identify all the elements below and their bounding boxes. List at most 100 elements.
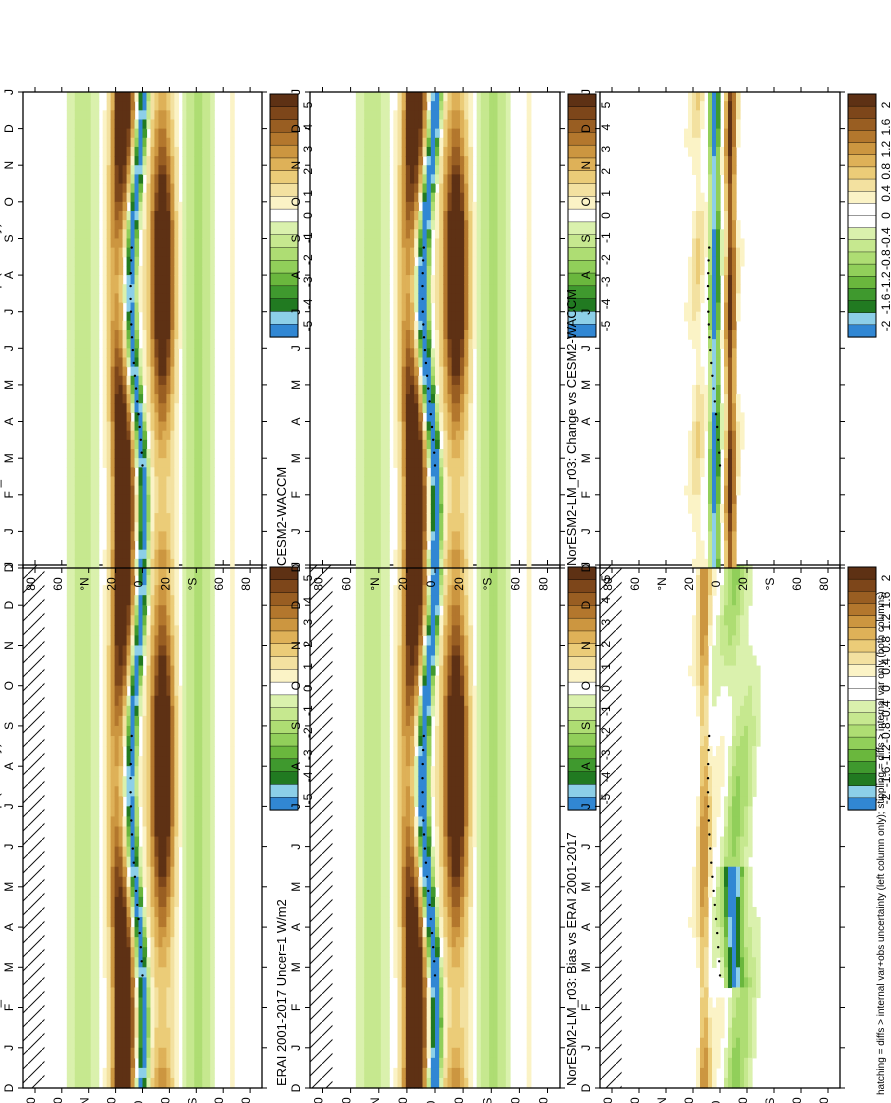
heatmap-cell <box>134 522 140 532</box>
heatmap-cell <box>114 1047 120 1059</box>
heatmap-cell <box>130 128 136 139</box>
heatmap-cell <box>166 265 171 276</box>
heatmap-cell <box>70 967 76 978</box>
heatmap-cell <box>202 585 207 596</box>
heatmap-cell <box>422 605 428 616</box>
heatmap-cell <box>202 458 207 468</box>
heatmap-cell <box>110 146 116 157</box>
heatmap-cell <box>90 110 96 121</box>
heatmap-cell <box>70 165 76 175</box>
heatmap-cell <box>435 1057 440 1069</box>
heatmap-cell <box>118 725 124 737</box>
heatmap-cell <box>158 110 164 121</box>
heatmap-cell <box>110 625 116 637</box>
heatmap-cell <box>122 284 128 294</box>
heatmap-cell <box>166 211 171 221</box>
heatmap-cell <box>422 735 428 747</box>
heatmap-cell <box>74 846 80 858</box>
heatmap-cell <box>66 439 72 450</box>
heatmap-cell <box>86 655 92 667</box>
heatmap-cell <box>66 119 72 130</box>
heatmap-cell <box>162 826 167 838</box>
heatmap-cell <box>194 645 199 657</box>
heatmap-cell <box>178 826 183 838</box>
heatmap-cell <box>422 585 428 596</box>
heatmap-cell <box>182 238 187 249</box>
heatmap-cell <box>182 265 187 276</box>
heatmap-cell <box>422 1037 428 1049</box>
heatmap-cell <box>186 705 191 717</box>
heatmap-cell <box>150 348 156 359</box>
heatmap-cell <box>397 766 403 777</box>
heatmap-cell <box>138 776 144 787</box>
heatmap-cell <box>376 987 382 999</box>
heatmap-cell <box>78 846 84 858</box>
heatmap-cell <box>106 403 112 413</box>
heatmap-cell <box>166 896 171 908</box>
heatmap-cell <box>430 917 436 928</box>
heatmap-cell <box>114 886 120 898</box>
heatmap-cell <box>150 513 156 523</box>
heatmap-cell <box>410 635 415 647</box>
heatmap-cell <box>94 806 100 818</box>
heatmap-cell <box>210 247 215 258</box>
heatmap-cell <box>186 917 191 928</box>
heatmap-cell <box>426 705 432 717</box>
heatmap-cell <box>126 876 132 888</box>
heatmap-cell <box>162 256 167 267</box>
heatmap-cell <box>70 174 76 185</box>
heatmap-cell <box>146 403 152 413</box>
heatmap-cell <box>202 430 207 441</box>
heatmap-cell <box>154 421 160 432</box>
heatmap-cell <box>364 766 369 777</box>
heatmap-cell <box>198 927 203 938</box>
heatmap-cell <box>368 585 374 596</box>
heatmap-cell <box>368 876 374 888</box>
heatmap-cell <box>186 886 191 898</box>
heatmap-cell <box>130 503 136 514</box>
heatmap-cell <box>134 776 140 787</box>
heatmap-cell <box>86 211 92 221</box>
heatmap-cell <box>198 987 203 999</box>
heatmap-cell <box>114 320 120 331</box>
heatmap-cell <box>146 101 152 111</box>
heatmap-cell <box>186 449 191 459</box>
heatmap-cell <box>142 756 148 767</box>
heatmap-cell <box>122 1077 128 1089</box>
heatmap-cell <box>422 806 428 818</box>
heatmap-cell <box>186 412 191 423</box>
heatmap-cell <box>130 766 136 777</box>
heatmap-cell <box>74 128 80 139</box>
heatmap-cell <box>174 806 179 818</box>
heatmap-cell <box>102 156 108 166</box>
heatmap-cell <box>146 1017 152 1029</box>
heatmap-cell <box>130 311 136 322</box>
heatmap-cell <box>206 605 211 616</box>
heatmap-cell <box>435 1037 440 1049</box>
heatmap-cell <box>206 494 211 505</box>
heatmap-cell <box>134 756 140 767</box>
heatmap-cell <box>194 635 199 647</box>
heatmap-cell <box>178 302 183 313</box>
heatmap-cell <box>190 836 195 848</box>
heatmap-cell <box>422 776 428 787</box>
heatmap-cell <box>194 384 199 395</box>
heatmap-cell <box>158 876 164 888</box>
heatmap-cell <box>376 1007 382 1019</box>
heatmap-cell <box>82 655 88 667</box>
heatmap-cell <box>66 786 72 797</box>
heatmap-cell <box>70 330 76 340</box>
heatmap-cell <box>110 128 116 139</box>
heatmap-cell <box>70 531 76 542</box>
heatmap-cell <box>146 1067 152 1079</box>
heatmap-cell <box>376 746 382 757</box>
heatmap-cell <box>182 585 187 596</box>
heatmap-cell <box>70 549 76 560</box>
heatmap-cell <box>405 997 411 1009</box>
heatmap-cell <box>439 816 444 828</box>
heatmap-cell <box>106 183 112 194</box>
heatmap-cell <box>74 531 80 542</box>
heatmap-cell <box>70 558 76 569</box>
heatmap-cell <box>368 1027 374 1039</box>
